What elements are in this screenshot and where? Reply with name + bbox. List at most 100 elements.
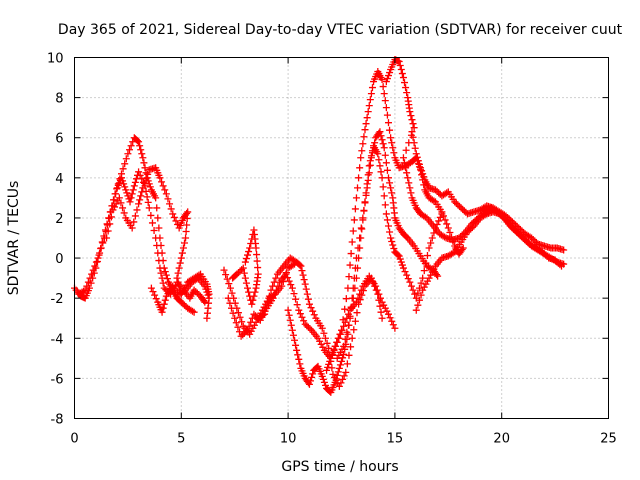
data-point — [123, 189, 131, 197]
data-point — [240, 269, 248, 277]
data-point — [225, 280, 233, 288]
data-point — [369, 278, 377, 286]
data-point — [241, 258, 249, 266]
data-point — [141, 164, 149, 172]
data-point — [178, 249, 186, 257]
data-point — [156, 264, 164, 272]
y-tick-label: 6 — [55, 132, 63, 147]
data-point — [179, 300, 187, 308]
data-point — [182, 227, 190, 235]
data-point — [245, 288, 253, 296]
data-point — [203, 314, 211, 322]
data-point — [222, 271, 230, 279]
data-point — [420, 173, 428, 181]
data-point — [249, 230, 257, 238]
data-point — [349, 294, 357, 302]
data-point — [336, 361, 344, 369]
data-point — [422, 280, 430, 288]
data-point — [401, 159, 409, 167]
data-point — [523, 238, 531, 246]
data-point — [117, 199, 125, 207]
data-point — [410, 139, 418, 147]
data-point — [234, 323, 242, 331]
data-point — [238, 318, 246, 326]
data-point — [131, 212, 139, 220]
data-point — [528, 234, 536, 242]
data-point — [374, 150, 382, 158]
data-point — [223, 275, 231, 283]
data-point — [431, 186, 439, 194]
data-point — [287, 281, 295, 289]
data-point — [150, 226, 158, 234]
data-point — [443, 220, 451, 228]
data-point — [242, 255, 250, 263]
data-point — [377, 132, 385, 140]
series-arc-2 — [75, 168, 209, 306]
data-point — [389, 241, 397, 249]
axis-ticks: 0 5 10 15 20 25 -8 -6 -4 -2 0 2 4 6 8 10 — [47, 52, 617, 447]
data-point — [357, 234, 365, 242]
plot-frame — [74, 57, 609, 419]
data-point — [107, 213, 115, 221]
data-point — [139, 154, 147, 162]
data-point — [177, 298, 185, 306]
data-point — [481, 211, 489, 219]
data-point — [236, 267, 244, 275]
data-point — [421, 213, 429, 221]
data-point — [192, 288, 200, 296]
data-point — [451, 198, 459, 206]
data-point — [346, 261, 354, 269]
data-point — [335, 364, 343, 372]
data-point — [417, 291, 425, 299]
data-point — [293, 346, 301, 354]
data-point — [169, 210, 177, 218]
data-point — [119, 165, 127, 173]
data-point — [305, 300, 313, 308]
data-point — [414, 301, 422, 309]
data-point — [384, 119, 392, 127]
data-point — [423, 252, 431, 260]
data-point — [226, 299, 234, 307]
data-point — [394, 251, 402, 259]
data-point — [308, 373, 316, 381]
series-arc-14 — [412, 208, 568, 314]
data-point — [336, 330, 344, 338]
data-point — [160, 284, 168, 292]
data-point — [330, 345, 338, 353]
data-point — [117, 174, 125, 182]
data-point — [249, 324, 257, 332]
data-point — [164, 195, 172, 203]
data-point — [345, 351, 353, 359]
data-point — [397, 258, 405, 266]
data-point — [409, 286, 417, 294]
data-point — [395, 252, 403, 260]
data-point — [408, 128, 416, 136]
data-point — [367, 90, 375, 98]
data-point — [433, 187, 441, 195]
data-point — [323, 366, 331, 374]
data-point — [363, 180, 371, 188]
data-point — [383, 75, 391, 83]
data-point — [137, 192, 145, 200]
data-point — [341, 305, 349, 313]
data-point — [508, 224, 516, 232]
data-point — [296, 310, 304, 318]
data-point — [515, 224, 523, 232]
data-point — [464, 228, 472, 236]
data-point — [306, 325, 314, 333]
data-point — [316, 337, 324, 345]
data-point — [319, 375, 327, 383]
data-point — [334, 334, 342, 342]
data-point — [520, 235, 528, 243]
data-point — [173, 274, 181, 282]
data-point — [348, 334, 356, 342]
data-point — [516, 225, 524, 233]
data-point — [443, 189, 451, 197]
data-point — [425, 244, 433, 252]
data-point — [380, 90, 388, 98]
data-point — [120, 180, 128, 188]
data-point — [409, 120, 417, 128]
data-point — [124, 150, 132, 158]
data-point — [80, 287, 88, 295]
data-point — [307, 377, 315, 385]
